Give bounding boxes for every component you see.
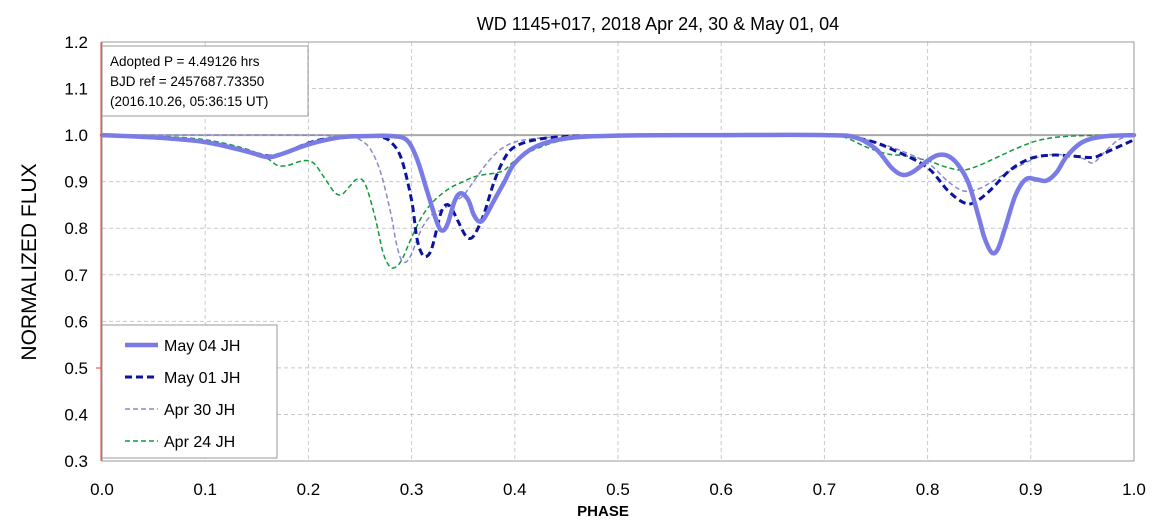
legend-label-may-04-jh: May 04 JH [164, 338, 240, 355]
plot-frame [101, 41, 1135, 462]
legend-label-apr-24-jh: Apr 24 JH [164, 434, 235, 451]
annotation-date: (2016.10.26, 05:36:15 UT) [110, 94, 268, 109]
x-tick-label: 0.9 [1019, 480, 1043, 499]
x-tick-label: 0.0 [90, 480, 114, 499]
x-tick-label: 0.1 [193, 480, 217, 499]
chart-title: WD 1145+017, 2018 Apr 24, 30 & May 01, 0… [477, 14, 839, 34]
series-layer [99, 132, 1137, 269]
y-tick-label: 0.6 [64, 312, 88, 331]
annotation-period: Adopted P = 4.49126 hrs [110, 54, 260, 69]
series-line-may-04-jh [99, 132, 1137, 256]
y-tick-label: 0.3 [64, 452, 88, 471]
y-tick-label: 1.2 [64, 33, 88, 52]
x-tick-label: 0.2 [297, 480, 321, 499]
legend-label-may-01-jh: May 01 JH [164, 370, 240, 387]
x-tick-label: 0.6 [709, 480, 733, 499]
annotation-frame [101, 45, 309, 117]
y-tick-label: 0.9 [64, 173, 88, 192]
series-line-apr-30-jh [102, 133, 1135, 264]
y-tick-label: 0.8 [64, 219, 88, 238]
legend: May 04 JH May 01 JH Apr 30 JH Apr 24 JH [101, 324, 278, 459]
x-tick-label: 1.0 [1122, 480, 1146, 499]
x-tick-label: 0.8 [916, 480, 940, 499]
series-line-may-01-jh [101, 133, 1135, 259]
annotation-bjd-ref: BJD ref = 2457687.73350 [110, 74, 264, 89]
y-tick-label: 0.4 [64, 405, 88, 424]
y-axis-label: NORMALIZED FLUX [18, 163, 41, 360]
y-tick-label: 1.1 [64, 80, 88, 99]
x-tick-label: 0.4 [503, 480, 527, 499]
y-tick-label: 1.0 [64, 126, 88, 145]
y-tick-label: 0.7 [64, 266, 88, 285]
x-tick-label: 0.5 [606, 480, 630, 499]
y-tick-label: 0.5 [64, 359, 88, 378]
annotation-box: Adopted P = 4.49126 hrs BJD ref = 245768… [101, 45, 309, 117]
y-tick-labels: 0.3 0.4 0.5 0.6 0.7 0.8 0.9 1.0 1.1 1.2 [64, 33, 88, 471]
legend-frame [101, 324, 278, 459]
x-tick-labels: 0.0 0.1 0.2 0.3 0.4 0.5 0.6 0.7 0.8 0.9 1.0 [90, 480, 1146, 499]
x-tick-label: 0.7 [813, 480, 837, 499]
x-tick-label: 0.3 [400, 480, 424, 499]
legend-label-apr-30-jh: Apr 30 JH [164, 402, 235, 419]
x-axis-label: PHASE [577, 503, 629, 520]
